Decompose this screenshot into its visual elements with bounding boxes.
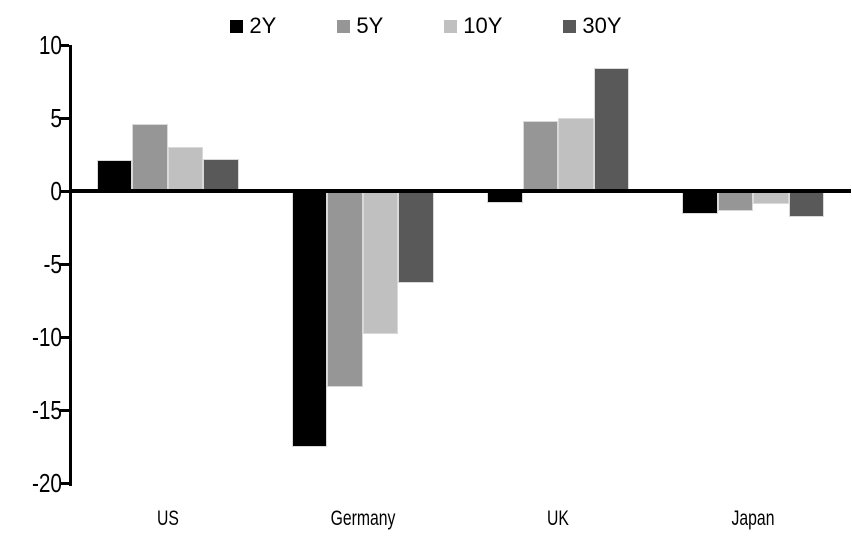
bar-uk-2y [487,191,523,203]
bar-uk-30y [593,68,630,191]
y-axis-tick-label: -20 [31,468,62,498]
y-axis-tick [59,43,69,47]
legend-item-2y: 2Y [230,15,276,37]
legend-swatch-icon [444,19,458,33]
bar-us-2y [96,160,133,191]
zero-baseline [68,189,851,193]
bar-us-30y [203,158,239,191]
x-axis-label-us: US [156,507,179,530]
y-axis-tick-label: -10 [31,322,62,352]
x-axis-label-japan: Japan [731,507,775,530]
legend-item-30y: 30Y [563,13,622,38]
legend-swatch-icon [563,19,577,33]
legend-label: 5Y [356,13,384,38]
y-axis-tick [59,262,69,266]
x-axis-label-uk: UK [547,507,570,530]
y-axis-tick-label: -15 [31,395,62,425]
legend-swatch-icon [337,19,351,33]
y-axis-tick [59,481,69,485]
bar-germany-2y [291,191,328,447]
legend-item-5y: 5Y [337,15,383,37]
y-axis-tick-label: 0 [50,176,62,206]
legend-swatch-icon [230,19,244,33]
bar-us-10y [167,147,204,191]
y-axis-tick [59,189,69,193]
y-axis-tick [59,116,69,120]
legend-label: 10Y [463,13,503,38]
bar-us-5y [132,123,168,191]
legend-item-10y: 10Y [444,15,502,37]
y-axis-tick [59,335,69,339]
bar-germany-5y [327,191,363,387]
legend-label: 2Y [249,13,277,38]
y-axis-tick-label: 5 [50,103,62,133]
bar-japan-5y [717,191,754,212]
y-axis-line [68,45,72,486]
bar-germany-30y [398,191,434,283]
legend-label: 30Y [582,13,622,38]
bar-japan-2y [682,191,718,215]
y-axis-tick-label: -5 [43,249,63,279]
x-axis-label-germany: Germany [330,507,396,530]
bar-japan-10y [753,191,789,205]
bar-uk-10y [558,118,594,191]
bar-japan-30y [788,191,825,218]
y-axis-tick-label: 10 [38,30,62,60]
y-axis-tick [59,408,69,412]
bar-germany-10y [362,191,399,335]
chart-legend: 2Y 5Y 10Y 30Y [0,12,852,40]
bar-uk-5y [522,120,559,191]
